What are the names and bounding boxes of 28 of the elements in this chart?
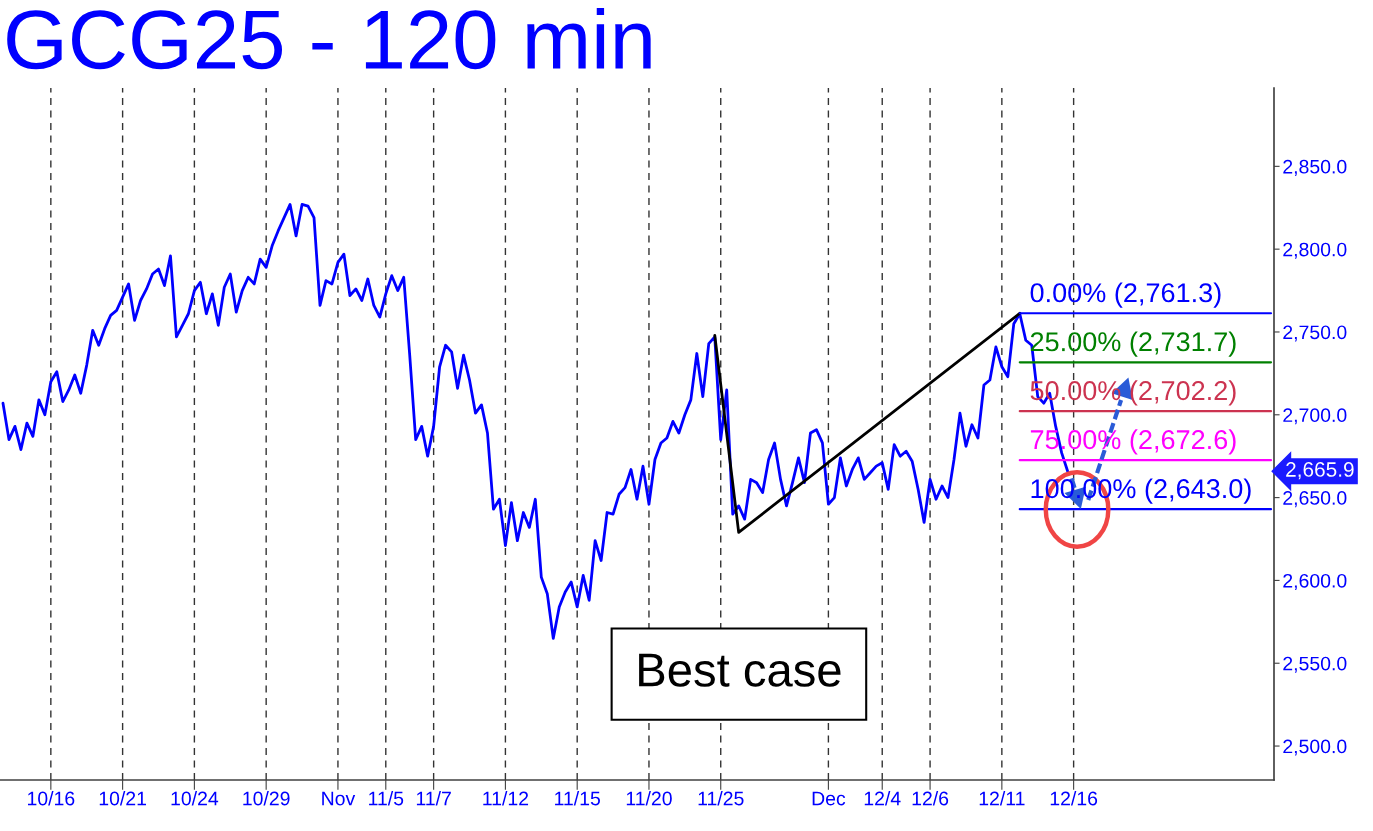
- x-tick-label: 11/5: [369, 791, 404, 806]
- x-tick-label: 12/11: [979, 791, 1025, 806]
- series-label: 0.00% (2,761.3): [1030, 282, 1221, 308]
- x-tick-label: 10/24: [171, 791, 219, 806]
- x-tick-label: Nov: [322, 791, 356, 806]
- x-tick-label: 11/15: [555, 791, 600, 806]
- x-tick-label: 10/21: [99, 791, 146, 806]
- x-tick-label: 12/4: [864, 791, 901, 806]
- y-tick-label: 2,750.0: [1283, 325, 1347, 342]
- y-tick-label: 2,850.0: [1283, 159, 1347, 176]
- y-tick-label: 2,800.0: [1283, 242, 1347, 259]
- x-tick-label: Dec: [812, 791, 846, 806]
- y-tick-label: 2,500.0: [1283, 739, 1347, 756]
- chart-title: GCG25 - 120 min: [7, 8, 651, 70]
- text: 2,665.9: [1286, 462, 1354, 480]
- x-tick-label: 11/20: [626, 791, 672, 806]
- y-tick-label: 2,700.0: [1283, 408, 1347, 425]
- x-tick-label: 10/29: [243, 791, 290, 806]
- x-tick-label: 12/16: [1050, 791, 1098, 806]
- annotation: Best case: [639, 653, 841, 687]
- y-tick-label: 2,550.0: [1283, 656, 1347, 673]
- x-tick-label: 11/12: [483, 791, 529, 806]
- y-tick-label: 2,600.0: [1283, 573, 1347, 590]
- x-tick-label: 11/7: [416, 791, 451, 806]
- x-tick-label: 11/25: [698, 791, 744, 806]
- x-tick-label: 12/6: [912, 791, 949, 806]
- x-tick-label: 10/16: [28, 791, 75, 806]
- y-tick-label: 2,650.0: [1283, 491, 1347, 508]
